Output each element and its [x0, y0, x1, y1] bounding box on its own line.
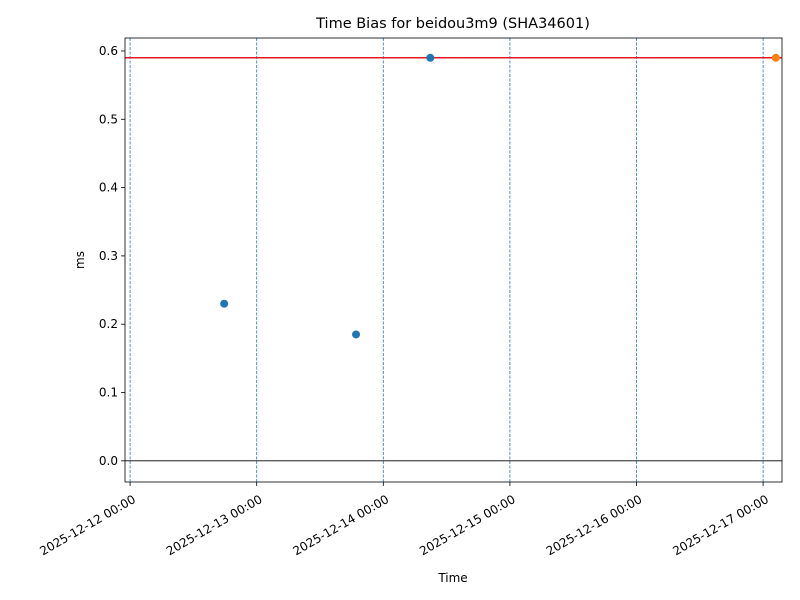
point: [220, 299, 229, 308]
y-axis-label: ms: [73, 251, 87, 269]
x-tick-label: 2025-12-14 00:00: [291, 492, 392, 558]
x-tick-label: 2025-12-16 00:00: [544, 492, 645, 558]
point: [352, 330, 361, 339]
x-tick-label: 2025-12-12 00:00: [37, 492, 138, 558]
y-tick-label: 0.1: [99, 386, 118, 400]
chart-title: Time Bias for beidou3m9 (SHA34601): [315, 16, 590, 32]
x-tick-label: 2025-12-15 00:00: [417, 492, 518, 558]
y-tick-label: 0.0: [99, 454, 118, 468]
x-tick-label: 2025-12-17 00:00: [670, 492, 771, 558]
plot-frame: [124, 37, 783, 483]
point: [426, 53, 435, 62]
y-tick-label: 0.5: [99, 112, 118, 126]
y-tick-label: 0.3: [99, 249, 118, 263]
y-tick-label: 0.4: [99, 181, 118, 195]
x-tick-label: 2025-12-13 00:00: [164, 492, 265, 558]
point: [771, 53, 780, 62]
y-tick-label: 0.6: [99, 44, 118, 58]
x-axis-label: Time: [437, 571, 467, 585]
y-tick-label: 0.2: [99, 317, 118, 331]
